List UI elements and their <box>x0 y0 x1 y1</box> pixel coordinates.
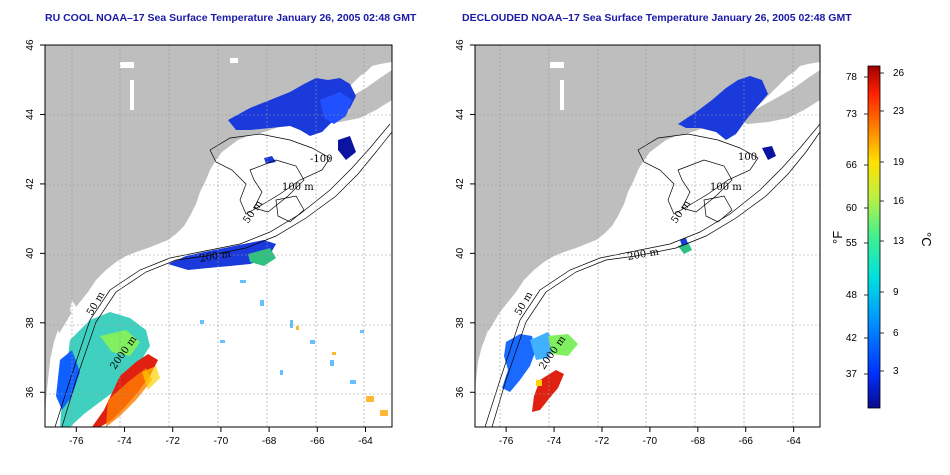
colorbar: °F °C 78 73 66 60 55 48 42 37 26 23 19 16 13 9 6 3 <box>830 65 934 409</box>
right-x-tick-label: -76 <box>499 436 514 447</box>
colorbar-c-tick-label: 3 <box>893 366 899 377</box>
right-y-tick-label: 44 <box>455 108 466 120</box>
colorbar-celsius-label: °C <box>919 232 934 247</box>
colorbar-f-tick-label: 42 <box>846 333 858 344</box>
left-bathymetry-contours <box>54 123 392 427</box>
right-bathymetry-contours <box>484 123 820 427</box>
left-y-tick-label: 38 <box>25 317 36 329</box>
left-x-tick-label: -66 <box>310 436 325 447</box>
right-grid <box>475 45 820 427</box>
right-y-tick-label: 36 <box>455 386 466 398</box>
right-map-frame <box>474 44 821 428</box>
right-sst-gulf-of-maine <box>678 76 768 140</box>
right-y-tick-label: 46 <box>455 39 466 51</box>
right-contour-label-2: 100 m <box>710 182 742 193</box>
left-map-panel: -100 100 m 50 m 200 m 50 m 2000 m <box>44 44 393 428</box>
left-x-tick-label: -74 <box>117 436 132 447</box>
left-y-tick-label: 44 <box>25 108 36 120</box>
colorbar-fahrenheit-label: °F <box>830 231 845 244</box>
left-x-tick-label: -72 <box>165 436 180 447</box>
right-land <box>475 45 820 427</box>
left-panel-title: RU COOL NOAA–17 Sea Surface Temperature … <box>45 12 417 24</box>
left-map-frame <box>44 44 393 428</box>
right-x-tick-label: -64 <box>786 436 801 447</box>
left-y-tick-label: 36 <box>25 386 36 398</box>
colorbar-f-tick-label: 55 <box>846 238 858 249</box>
left-grid <box>45 45 392 427</box>
left-y-tick-label: 40 <box>25 247 36 259</box>
colorbar-f-tick-label: 48 <box>846 290 858 301</box>
colorbar-c-tick-label: 13 <box>893 236 905 247</box>
left-x-tick-label: -64 <box>358 436 373 447</box>
left-land <box>45 45 392 427</box>
right-x-tick-label: -70 <box>643 436 658 447</box>
colorbar-c-tick-label: 19 <box>893 157 905 168</box>
right-map-panel: 100 100 m 50 m 200 m 50 m 2000 m <box>474 44 821 428</box>
colorbar-f-tick-label: 37 <box>846 369 858 380</box>
colorbar-f-tick-label: 66 <box>846 160 858 171</box>
right-x-tick-label: -68 <box>691 436 706 447</box>
right-x-tick-label: -72 <box>595 436 610 447</box>
right-y-tick-label: 40 <box>455 247 466 259</box>
left-x-tick-label: -76 <box>69 436 84 447</box>
right-panel-title: DECLOUDED NOAA–17 Sea Surface Temperatur… <box>462 12 852 24</box>
right-y-tick-label: 42 <box>455 178 466 190</box>
right-y-tick-label: 38 <box>455 317 466 329</box>
left-x-tick-label: -68 <box>262 436 277 447</box>
left-contour-label-2: 100 m <box>282 182 314 193</box>
colorbar-c-tick-label: 16 <box>893 196 905 207</box>
colorbar-c-tick-label: 6 <box>893 328 899 339</box>
left-sst-gulf-of-maine <box>228 78 356 136</box>
right-chesapeake-bay <box>478 330 492 410</box>
colorbar-f-tick-label: 60 <box>846 203 858 214</box>
colorbar-c-tick-label: 26 <box>893 68 905 79</box>
colorbar-c-tick-label: 23 <box>893 106 905 117</box>
left-x-tick-label: -70 <box>214 436 229 447</box>
right-x-tick-label: -66 <box>739 436 754 447</box>
left-contour-label-1: -100 <box>310 154 332 165</box>
left-chesapeake-bay <box>48 330 62 410</box>
left-axes: -76 -74 -72 -70 -68 -66 -64 36 38 40 42 44 46 <box>25 39 373 447</box>
left-y-tick-label: 42 <box>25 178 36 190</box>
colorbar-f-tick-label: 78 <box>846 72 858 83</box>
right-contour-label-1: 100 <box>738 152 757 163</box>
right-axes: -76 -74 -72 -70 -68 -66 -64 36 38 40 42 44 46 <box>455 39 801 447</box>
colorbar-c-tick-label: 9 <box>893 287 899 298</box>
colorbar-f-tick-label: 73 <box>846 109 858 120</box>
right-x-tick-label: -74 <box>547 436 562 447</box>
left-y-tick-label: 46 <box>25 39 36 51</box>
colorbar-gradient <box>867 65 881 409</box>
